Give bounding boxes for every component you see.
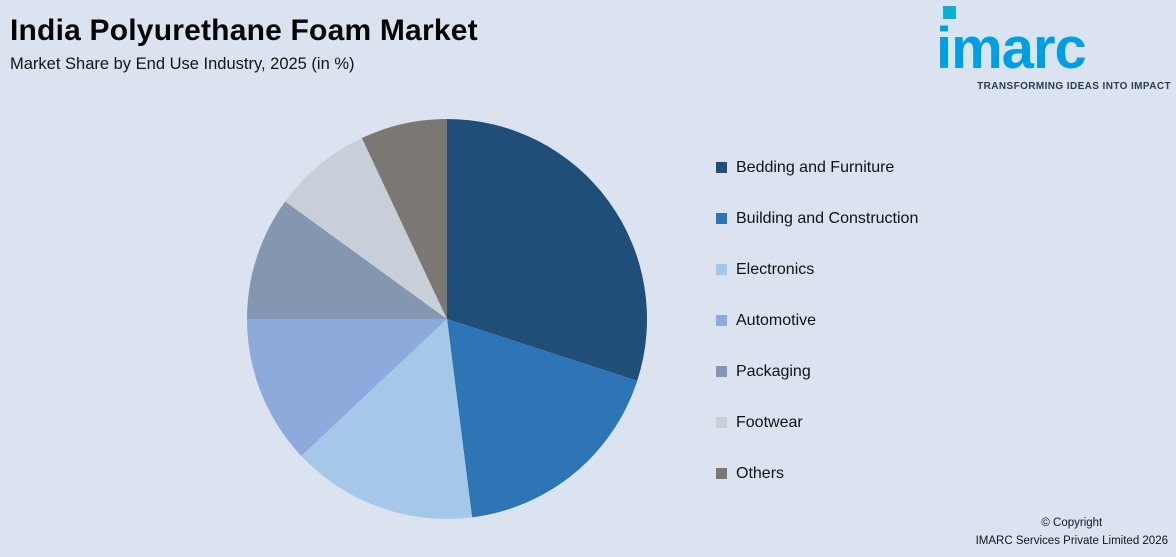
logo-dot-icon xyxy=(943,6,956,19)
logo-wordmark: imarc xyxy=(936,16,1087,81)
legend-item-footwear: Footwear xyxy=(716,410,918,435)
legend-item-bedding-and-furniture: Bedding and Furniture xyxy=(716,155,918,180)
legend-swatch-bedding-and-furniture xyxy=(716,162,727,173)
pie-chart xyxy=(247,119,647,519)
pie-slice-electronics xyxy=(301,319,473,519)
legend-swatch-footwear xyxy=(716,417,727,428)
legend-item-others: Others xyxy=(716,461,918,486)
pie-slice-automotive xyxy=(247,319,447,456)
pie-slice-others xyxy=(361,119,447,319)
legend-item-electronics: Electronics xyxy=(716,257,918,282)
legend-item-automotive: Automotive xyxy=(716,308,918,333)
pie-slice-bedding-and-furniture xyxy=(447,119,647,381)
legend-label-automotive: Automotive xyxy=(736,311,817,329)
legend-label-others: Others xyxy=(736,464,785,482)
pie-slice-building-and-construction xyxy=(447,319,638,518)
imarc-logo: imarc TRANSFORMING IDEAS INTO IMPACT xyxy=(936,6,1171,92)
header: India Polyurethane Foam Market Market Sh… xyxy=(10,14,478,74)
legend-label-bedding-and-furniture: Bedding and Furniture xyxy=(736,158,895,176)
page-subtitle: Market Share by End Use Industry, 2025 (… xyxy=(10,55,355,73)
legend-swatch-automotive xyxy=(716,315,727,326)
legend-swatch-electronics xyxy=(716,264,727,275)
copyright-line-1: © Copyright xyxy=(1041,517,1103,530)
page-title: India Polyurethane Foam Market xyxy=(10,14,478,47)
pie-slice-packaging xyxy=(247,201,447,319)
logo-tagline: TRANSFORMING IDEAS INTO IMPACT xyxy=(977,81,1171,92)
copyright-line-2: IMARC Services Private Limited 2026 xyxy=(975,535,1168,548)
legend-label-packaging: Packaging xyxy=(736,362,811,380)
legend-swatch-building-and-construction xyxy=(716,213,727,224)
legend-label-building-and-construction: Building and Construction xyxy=(736,209,919,227)
pie-slice-footwear xyxy=(285,138,447,319)
chart-legend: Bedding and Furniture Building and Constr… xyxy=(716,155,918,512)
legend-item-building-and-construction: Building and Construction xyxy=(716,206,918,231)
legend-item-packaging: Packaging xyxy=(716,359,918,384)
legend-swatch-packaging xyxy=(716,366,727,377)
copyright-notice: © Copyright IMARC Services Private Limit… xyxy=(976,515,1168,551)
legend-label-electronics: Electronics xyxy=(736,260,815,278)
legend-label-footwear: Footwear xyxy=(736,413,803,431)
legend-swatch-others xyxy=(716,468,727,479)
